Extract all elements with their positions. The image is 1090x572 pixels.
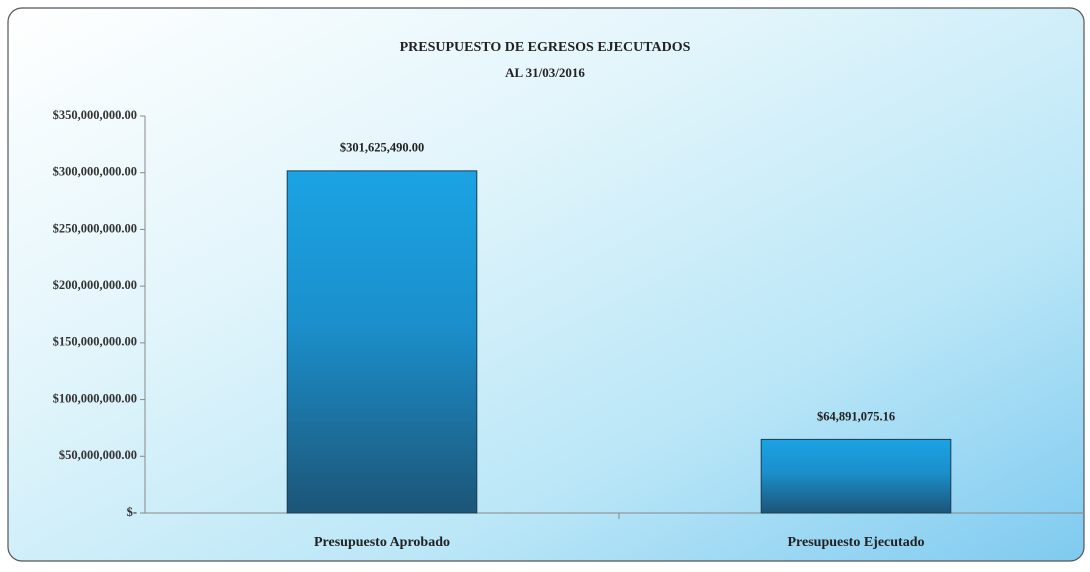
- chart-title: PRESUPUESTO DE EGRESOS EJECUTADOS: [400, 40, 691, 55]
- bar: [760, 438, 952, 514]
- data-label: $64,891,075.16: [817, 409, 895, 423]
- y-tick-label: $350,000,000.00: [53, 108, 137, 122]
- x-tick-label: Presupuesto Ejecutado: [787, 535, 924, 550]
- y-tick-label: $100,000,000.00: [53, 391, 137, 405]
- frame: [7, 7, 1085, 562]
- bar: [286, 170, 478, 514]
- x-tick-label: Presupuesto Aprobado: [314, 535, 450, 550]
- data-label: $301,625,490.00: [340, 141, 424, 155]
- chart-subtitle: AL 31/03/2016: [505, 65, 585, 80]
- y-tick-label: $200,000,000.00: [53, 278, 137, 292]
- y-tick-label: $50,000,000.00: [59, 448, 137, 462]
- y-tick-label: $300,000,000.00: [53, 165, 137, 179]
- y-tick-label: $-: [127, 505, 137, 519]
- y-tick-label: $250,000,000.00: [53, 221, 137, 235]
- y-tick-label: $150,000,000.00: [53, 335, 137, 349]
